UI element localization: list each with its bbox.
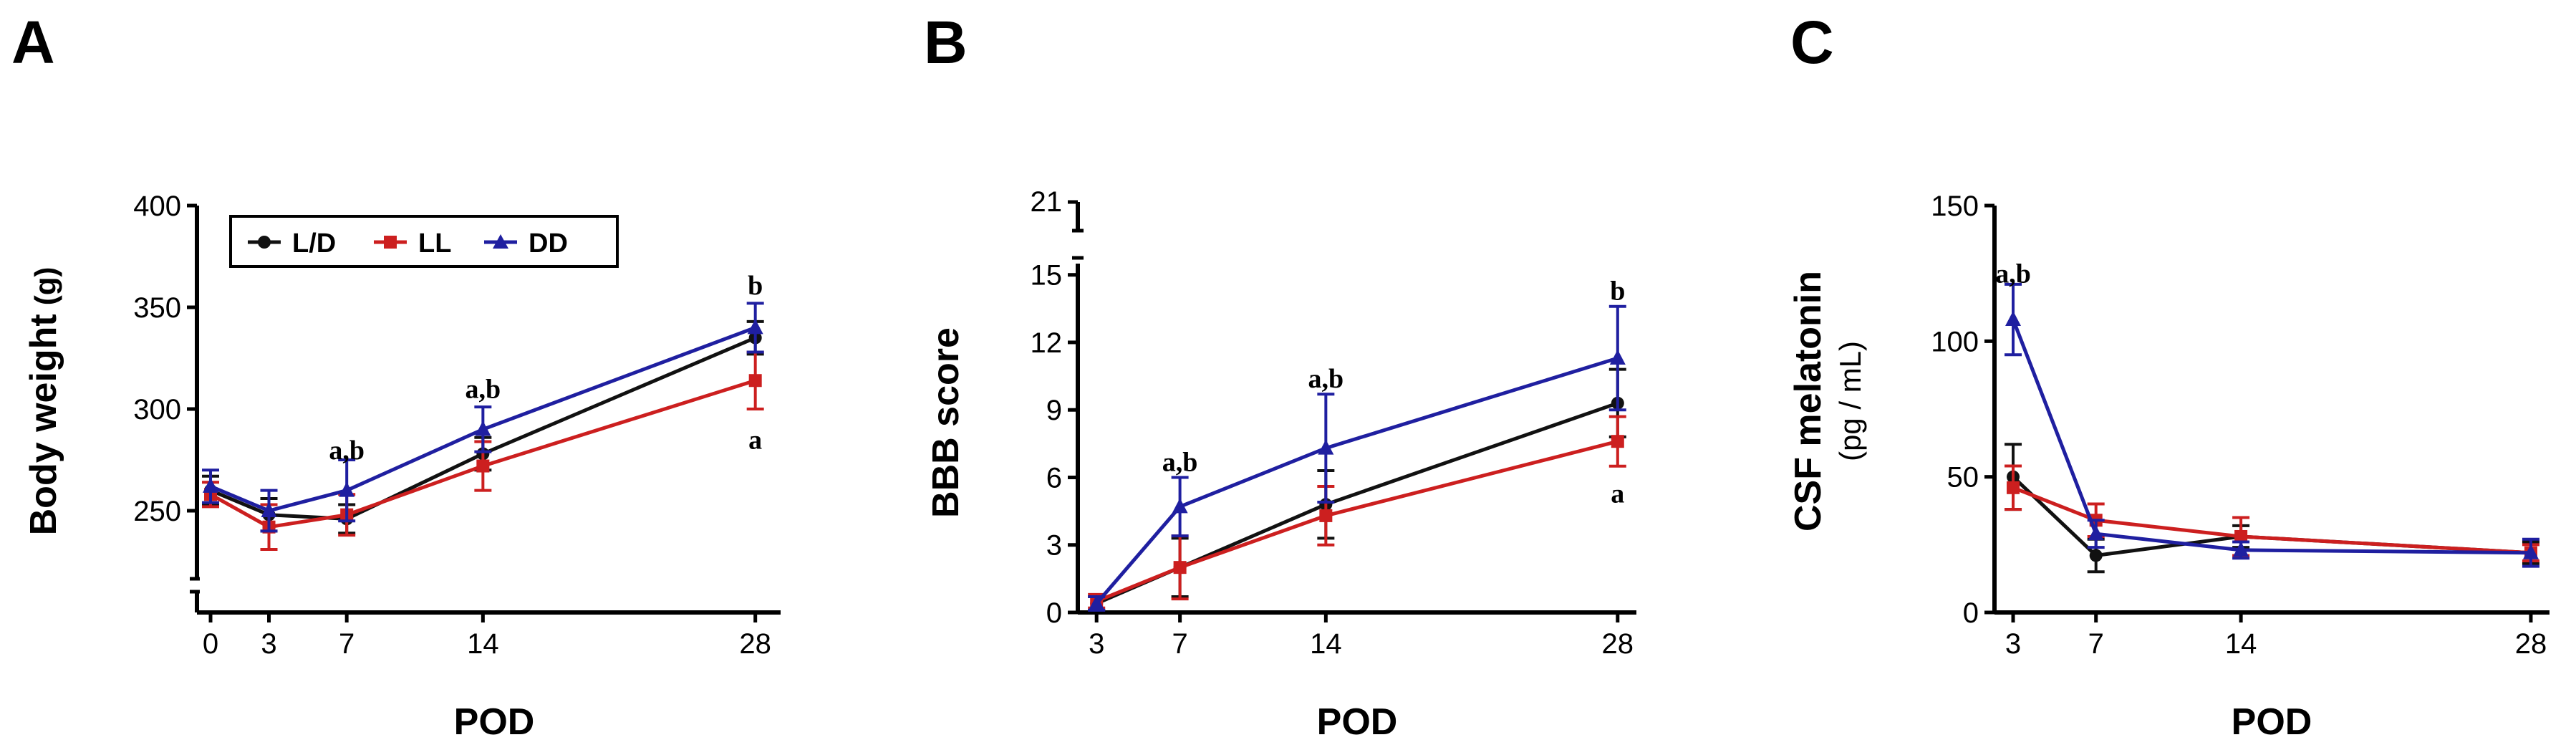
panel-c-y-axis-title: CSF melatonin bbox=[1788, 271, 1829, 532]
panel-c-y-tick-label: 150 bbox=[1931, 191, 1979, 222]
panel-a-y-tick-label: 250 bbox=[133, 496, 181, 527]
legend: L/D LL DD bbox=[229, 215, 619, 268]
panel-c-x-tick-label: 14 bbox=[2225, 628, 2257, 660]
panel-b-y-tick-label: 12 bbox=[1031, 327, 1063, 359]
panel-b-y-axis-title: BBB score bbox=[925, 327, 967, 518]
panel-a-y-tick-label: 400 bbox=[133, 191, 181, 222]
panel-a-series-dd-point bbox=[339, 481, 355, 497]
panel-b-annotation-label: a bbox=[1611, 479, 1624, 509]
legend-box bbox=[229, 215, 619, 268]
panel-a-series-dd-point bbox=[475, 420, 491, 436]
panel-b-x-tick-label: 3 bbox=[1089, 628, 1104, 660]
panel-c-axes: 0 50 100 150 3 7 14 28 bbox=[1931, 191, 2550, 660]
panel-c-series-ll-line bbox=[2012, 486, 2532, 555]
panel-c-x-tick-label: 28 bbox=[2515, 628, 2547, 660]
panel-a-y-axis-unit: (g) bbox=[29, 267, 62, 306]
legend-item-ld: L/D bbox=[248, 229, 336, 259]
panel-c-series-dd-point bbox=[2088, 525, 2104, 541]
panel-a-annotation-label: a,b bbox=[465, 375, 501, 405]
panel-c-series-ld-point bbox=[2089, 549, 2103, 562]
panel-a-x-tick-label: 28 bbox=[739, 628, 771, 660]
panel-c-series-dd-point bbox=[2233, 541, 2249, 557]
panel-b-y-tick-label: 3 bbox=[1046, 530, 1062, 562]
panel-a-y-axis-title: Body weight (g) bbox=[23, 267, 64, 536]
legend-item-ll: LL bbox=[374, 229, 451, 259]
panel-a-series-ll-point bbox=[476, 459, 490, 473]
panel-b-annotation-label: b bbox=[1610, 276, 1625, 307]
panel-c-annotation-label: a,b bbox=[1995, 259, 2031, 289]
panel-c-series-dd-point bbox=[2522, 544, 2539, 559]
panel-letter-c: C bbox=[1790, 9, 1834, 76]
panel-c-x-tick-label: 7 bbox=[2088, 628, 2104, 660]
panel-c-y-tick-label: 50 bbox=[1947, 462, 1979, 494]
panel-b-series bbox=[1088, 304, 1626, 612]
panel-c-series bbox=[2005, 282, 2539, 574]
panel-a-x-tick-label: 14 bbox=[467, 628, 499, 660]
panel-b-annotations: a,b a,b b a bbox=[1162, 276, 1626, 509]
panel-a-annotation-label: a bbox=[748, 425, 762, 456]
panel-a-x-axis-title: POD bbox=[454, 701, 535, 743]
panel-a-x-tick-label: 7 bbox=[339, 628, 354, 660]
panel-b-y-tick-label: 9 bbox=[1046, 395, 1062, 426]
panel-b-series-dd-point bbox=[1609, 349, 1626, 365]
panel-letter-b: B bbox=[924, 9, 968, 76]
panel-b-series-dd-point bbox=[1089, 595, 1105, 610]
panel-b-x-tick-label: 14 bbox=[1310, 628, 1342, 660]
panel-a-series-dd-point bbox=[203, 477, 219, 493]
panel-c-x-tick-label: 3 bbox=[2005, 628, 2021, 660]
panel-b-series-ll-point bbox=[1319, 509, 1333, 522]
panel-b-series-dd-point bbox=[1172, 498, 1188, 514]
legend-label-dd: DD bbox=[529, 229, 568, 259]
panel-c-y-tick-label: 0 bbox=[1963, 597, 1979, 629]
panel-b-y-tick-label: 0 bbox=[1046, 597, 1062, 629]
panel-a-annotation-label: b bbox=[748, 271, 763, 301]
panel-a-annotation-label: a,b bbox=[329, 436, 365, 466]
panel-a-axes: 250 300 350 400 0 3 7 14 28 bbox=[133, 191, 781, 660]
panel-b-x-tick-label: 7 bbox=[1172, 628, 1187, 660]
panel-a-series-ll-point bbox=[748, 374, 762, 388]
panel-c-series-dd-line bbox=[2011, 319, 2531, 555]
panel-b-x-axis-title: POD bbox=[1317, 701, 1398, 743]
panel-c-series-ll-point bbox=[2007, 481, 2020, 494]
legend-marker-square-icon bbox=[384, 236, 397, 249]
panel-a-annotations: a,b a,b b a bbox=[329, 271, 763, 466]
panel-b-annotation-label: a,b bbox=[1308, 364, 1344, 394]
panel-a-x-tick-label: 0 bbox=[203, 628, 218, 660]
legend-label-ll: LL bbox=[418, 229, 451, 259]
panel-b-annotation-label: a,b bbox=[1162, 447, 1198, 477]
panel-c-series-dd-point bbox=[2005, 311, 2022, 327]
legend-item-dd: DD bbox=[484, 229, 568, 259]
panel-c-x-axis-title: POD bbox=[2232, 701, 2312, 743]
panel-a-x-tick-label: 3 bbox=[261, 628, 276, 660]
panel-a: A 250 300 350 400 0 3 7 14 28 a,b a,b b a Body weig… bbox=[11, 9, 781, 743]
panel-a-y-tick-label: 350 bbox=[133, 292, 181, 324]
panel-c-y-tick-label: 100 bbox=[1931, 326, 1979, 357]
panel-c-series-ll-point bbox=[2234, 529, 2248, 543]
panel-a-y-axis-label: Body weight bbox=[23, 314, 64, 535]
panel-b-y-tick-label: 21 bbox=[1031, 186, 1063, 218]
panel-a-series-dd-point bbox=[747, 319, 763, 335]
panel-c-annotations: a,b bbox=[1995, 259, 2031, 289]
panel-b-series-dd-point bbox=[1318, 439, 1334, 455]
panel-a-y-tick-label: 300 bbox=[133, 394, 181, 425]
panel-b-series-ll-line bbox=[1096, 439, 1619, 603]
panel-b-series-ll-point bbox=[1611, 435, 1624, 448]
panel-b-x-tick-label: 28 bbox=[1602, 628, 1634, 660]
legend-marker-circle-icon bbox=[258, 236, 271, 249]
panel-b-y-tick-label: 6 bbox=[1046, 462, 1062, 494]
panel-b-series-dd-line bbox=[1095, 356, 1619, 605]
panel-b-series-ll-point bbox=[1173, 561, 1187, 574]
panel-b-y-tick-label: 15 bbox=[1031, 260, 1063, 292]
panel-c: C 0 50 100 150 3 7 14 28 a,b CSF melatonin (pg … bbox=[1788, 9, 2550, 743]
panel-a-series bbox=[202, 302, 764, 551]
legend-label-ld: L/D bbox=[292, 229, 336, 259]
legend-marker-triangle-icon bbox=[493, 234, 508, 249]
panel-a-series-dd-point bbox=[261, 502, 277, 517]
panel-letter-a: A bbox=[11, 9, 55, 76]
panel-c-y-axis-unit: (pg / mL) bbox=[1833, 341, 1867, 461]
